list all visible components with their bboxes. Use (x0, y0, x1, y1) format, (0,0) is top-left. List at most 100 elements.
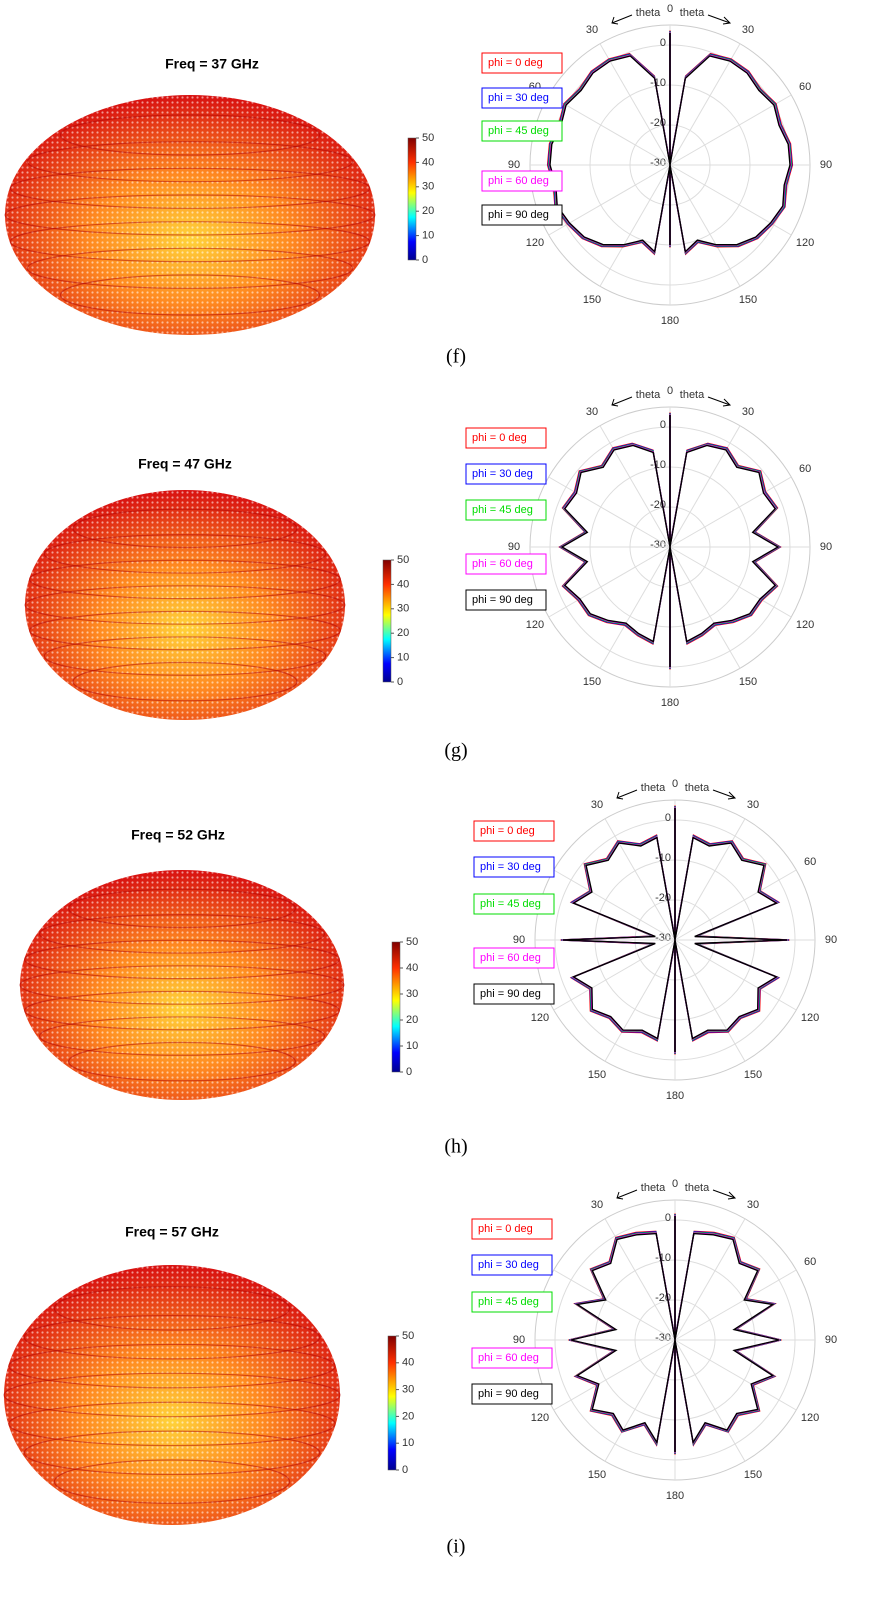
angle-grid (599, 164, 671, 287)
colorbar-tick-label: 30 (422, 181, 434, 193)
angle-tick-label: 90 (508, 159, 520, 171)
colorbar-tick-label: 10 (402, 1437, 414, 1449)
legend-label: phi = 90 deg (478, 1388, 539, 1400)
angle-tick-label: 90 (825, 1334, 837, 1346)
cloud-ridge (8, 1343, 336, 1389)
angle-tick-label: 120 (526, 619, 544, 631)
theta-arrow (707, 396, 732, 407)
theta-arrow (712, 789, 737, 800)
colorbar-tick-label: 50 (422, 132, 434, 144)
colorbar-tick-label: 50 (406, 936, 418, 948)
angle-grid (669, 94, 792, 166)
cloud-ridge (24, 585, 346, 625)
radial-tick-label: -10 (650, 77, 666, 89)
pattern-curve (570, 1216, 676, 1452)
legend-label: phi = 60 deg (478, 1352, 539, 1364)
colorbar-tick-label: 40 (402, 1357, 414, 1369)
theta-arrow (712, 1189, 737, 1200)
angle-tick-label: 180 (666, 1090, 684, 1102)
legend-box (481, 204, 563, 226)
legend-box (471, 1254, 553, 1276)
angle-tick-label: 120 (531, 1012, 549, 1024)
panel-label: (f) (446, 346, 466, 368)
colorbar-tick-label: 30 (402, 1384, 414, 1396)
angle-grid (674, 1339, 746, 1462)
cloud-ridge (24, 939, 340, 980)
legend-box (471, 1383, 553, 1405)
legend-box (473, 983, 555, 1005)
legend-label: phi = 30 deg (488, 92, 549, 104)
angle-tick-label: 150 (739, 294, 757, 306)
angle-tick-label: 30 (586, 406, 598, 418)
angle-grid (669, 546, 741, 669)
legend-label: phi = 90 deg (488, 209, 549, 221)
legend-box (481, 87, 563, 109)
colorbar-tick-label: 40 (422, 156, 434, 168)
angle-tick-label: 90 (513, 934, 525, 946)
angle-tick-label: 120 (526, 237, 544, 249)
angle-tick-label: 30 (586, 24, 598, 36)
plot-title: Freq = 47 GHz (138, 456, 232, 472)
legend-box (465, 499, 547, 521)
angle-grid (548, 476, 671, 548)
legend-box (465, 589, 547, 611)
cloud-ridge (29, 559, 341, 600)
theta-label: theta (641, 1182, 666, 1194)
angle-grid (553, 939, 676, 1011)
theta-arrow (707, 14, 732, 25)
pattern-curve (562, 808, 676, 1052)
legend-label: phi = 60 deg (480, 952, 541, 964)
angle-grid (553, 1269, 676, 1341)
theta-arrow (616, 789, 638, 800)
angle-grid (548, 546, 671, 618)
legend-box (471, 1291, 553, 1313)
angle-tick-label: 30 (742, 24, 754, 36)
legend-label: phi = 45 deg (488, 125, 549, 137)
colorbar-tick-label: 10 (397, 652, 409, 664)
angle-tick-label: 90 (508, 541, 520, 553)
angle-tick-label: 0 (667, 3, 673, 15)
pattern-curve (549, 33, 671, 254)
legend-box (481, 52, 563, 74)
angle-tick-label: 90 (513, 1334, 525, 1346)
angle-grid (604, 1339, 676, 1462)
cloud-ridge (43, 534, 327, 574)
angle-tick-label: 60 (804, 1256, 816, 1268)
panel-label: (g) (444, 740, 467, 762)
colorbar-tick-label: 40 (397, 578, 409, 590)
cloud-ridge (4, 194, 376, 236)
angle-tick-label: 180 (666, 1490, 684, 1502)
legend-label: phi = 0 deg (478, 1223, 533, 1235)
colorbar-tick-label: 30 (406, 988, 418, 1000)
legend-box (481, 170, 563, 192)
legend-box (465, 427, 547, 449)
colorbar-tick-label: 50 (397, 554, 409, 566)
legend-label: phi = 45 deg (480, 898, 541, 910)
angle-tick-label: 30 (747, 799, 759, 811)
angle-tick-label: 150 (744, 1469, 762, 1481)
colorbar-tick-label: 0 (402, 1464, 408, 1476)
legend-label: phi = 45 deg (472, 504, 533, 516)
angle-tick-label: 0 (667, 385, 673, 397)
colorbar-tick-label: 50 (402, 1330, 414, 1342)
legend-label: phi = 0 deg (480, 825, 535, 837)
cloud-ridge (9, 221, 371, 263)
angle-tick-label: 90 (825, 934, 837, 946)
plot-title: Freq = 52 GHz (131, 827, 225, 843)
point-cloud-texture (20, 870, 344, 1100)
angle-grid (599, 43, 671, 166)
legend-label: phi = 90 deg (480, 988, 541, 1000)
legend-box (473, 947, 555, 969)
angle-grid (674, 869, 797, 941)
cloud-ridge (68, 888, 296, 929)
cloud-ridge (43, 636, 327, 676)
colorbar-tick-label: 40 (406, 962, 418, 974)
legend-label: phi = 0 deg (472, 432, 527, 444)
cloud-ridge (72, 508, 298, 549)
angle-tick-label: 120 (796, 619, 814, 631)
legend-label: phi = 90 deg (472, 594, 533, 606)
angle-tick-label: 150 (744, 1069, 762, 1081)
cloud-ridge (59, 274, 321, 316)
radial-tick-label: 0 (660, 37, 666, 49)
point-cloud-texture (4, 1265, 340, 1525)
